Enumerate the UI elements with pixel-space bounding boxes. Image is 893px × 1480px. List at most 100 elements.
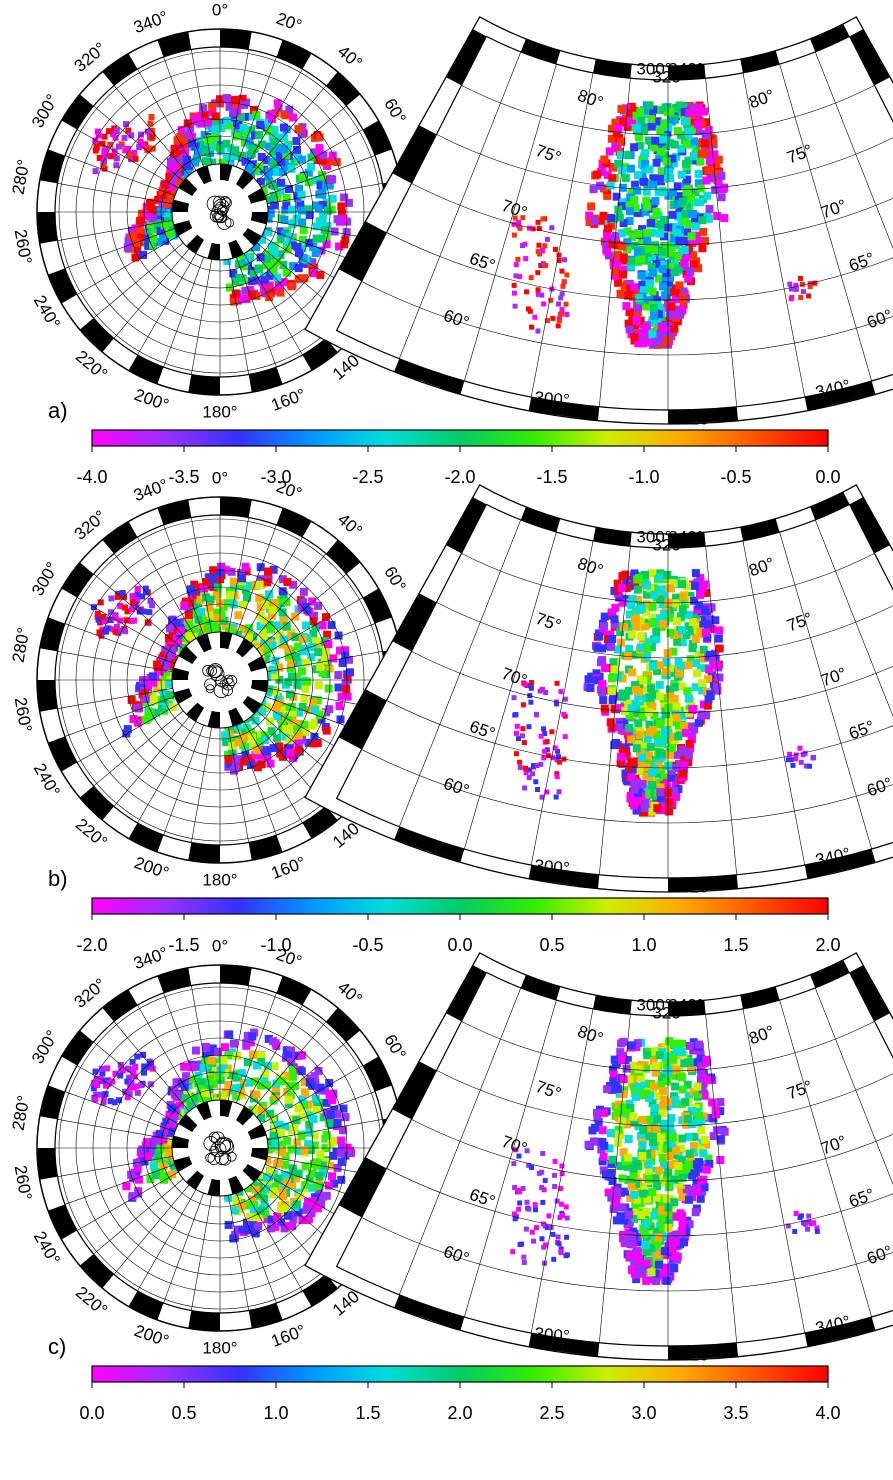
data-cell (270, 201, 279, 210)
pole-ring-segment (242, 1164, 262, 1182)
data-cell (133, 245, 142, 254)
data-cell (658, 1177, 667, 1186)
data-cell (300, 694, 309, 703)
data-cell (304, 168, 313, 177)
data-cell (97, 1091, 104, 1098)
data-cell (705, 650, 714, 659)
meridian-line (113, 1178, 195, 1275)
lon-label: 0° (212, 936, 228, 955)
meridian-line (257, 1091, 376, 1135)
data-cell (96, 629, 103, 636)
data-cell (241, 157, 250, 166)
data-cell (628, 292, 637, 301)
meridian-line (76, 699, 186, 763)
data-cell (672, 599, 681, 608)
data-cell (258, 1101, 267, 1110)
data-cell (668, 210, 677, 219)
meridian-line (530, 72, 594, 398)
data-cell (655, 573, 664, 582)
data-cell (643, 256, 652, 265)
data-cell (641, 1269, 650, 1278)
data-cell (645, 244, 654, 253)
data-cell (807, 284, 813, 290)
data-cell (337, 692, 346, 701)
data-cell (630, 785, 639, 794)
data-cell (95, 132, 102, 139)
data-cell (270, 1124, 279, 1133)
data-cell (665, 613, 674, 622)
data-cell (269, 744, 278, 753)
data-cell (299, 253, 308, 262)
data-cell (232, 1084, 241, 1093)
data-cell (526, 775, 532, 781)
meridian-line (259, 651, 383, 674)
data-cell (640, 803, 649, 812)
data-cell (345, 655, 354, 664)
data-cell (654, 187, 663, 196)
data-cell (129, 1058, 136, 1065)
data-cell (628, 650, 637, 659)
data-cell (158, 1135, 167, 1144)
data-cell (229, 600, 238, 609)
data-cell (623, 150, 632, 159)
meridian-line (259, 183, 383, 206)
data-cell (612, 192, 621, 201)
data-cell (603, 228, 612, 237)
data-cell (622, 583, 631, 592)
data-cell (249, 160, 258, 169)
data-cell (149, 1065, 156, 1072)
data-cell (706, 690, 715, 699)
data-cell (512, 303, 518, 309)
data-cell (146, 220, 155, 229)
data-cell (686, 267, 695, 276)
data-cell (149, 234, 158, 243)
data-cell (658, 1101, 667, 1110)
data-cell (615, 213, 624, 222)
data-cell (696, 184, 705, 193)
data-cell (231, 763, 240, 772)
data-cell (280, 110, 289, 119)
data-cell (607, 1159, 616, 1168)
data-cell (164, 634, 173, 643)
pole-ring-segment (247, 1124, 267, 1140)
data-cell (263, 250, 272, 259)
data-cell (593, 643, 602, 652)
data-cell (127, 1084, 134, 1091)
data-cell (274, 692, 283, 701)
data-cell (644, 1168, 653, 1177)
data-cell (222, 737, 231, 746)
data-cell (218, 158, 227, 167)
data-cell (232, 1196, 241, 1205)
data-cell (177, 126, 186, 135)
frame-segment (48, 268, 78, 304)
data-cell (172, 642, 181, 651)
data-cell (310, 1193, 319, 1202)
data-cell (652, 634, 661, 643)
data-cell (534, 711, 540, 717)
data-cell (310, 1131, 319, 1140)
data-cell (274, 1174, 283, 1183)
data-cell (231, 95, 240, 104)
meridian-line (254, 1065, 364, 1129)
data-cell (261, 1210, 270, 1219)
data-cell (264, 214, 273, 223)
data-cell (633, 650, 642, 659)
data-cell (253, 1105, 262, 1114)
frame-segment (392, 125, 437, 184)
data-cell (283, 245, 292, 254)
meridian-line (239, 246, 303, 356)
data-cell (604, 224, 613, 233)
data-cell (671, 1230, 680, 1239)
data-cell (260, 1202, 269, 1211)
data-cell (704, 1154, 713, 1163)
frame-segment (394, 358, 465, 395)
data-cell (323, 206, 332, 215)
data-cell (284, 1051, 293, 1060)
pole-ring-segment (236, 638, 254, 658)
data-cell (271, 671, 280, 680)
data-cell (330, 1179, 339, 1188)
data-cell (255, 751, 264, 760)
data-cell (343, 692, 352, 701)
data-cell (618, 166, 627, 175)
data-cell (611, 267, 620, 276)
